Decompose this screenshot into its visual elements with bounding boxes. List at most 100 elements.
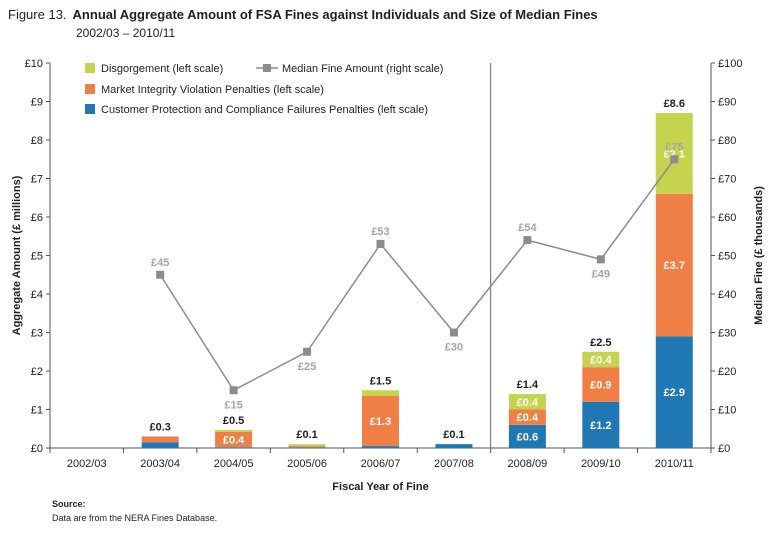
x-tick-label: 2009/10 <box>581 458 621 470</box>
bar-total-label: £1.4 <box>517 379 539 391</box>
x-tick-label: 2006/07 <box>361 458 401 470</box>
median-fine-label: £49 <box>592 268 610 280</box>
y-tick-label: £10 <box>25 58 43 70</box>
y2-tick-label: £90 <box>718 97 736 109</box>
x-tick-label: 2005/06 <box>287 458 327 470</box>
legend-marker <box>263 64 271 72</box>
legend-swatch <box>85 84 95 94</box>
bar-total-label: £0.1 <box>443 429 464 441</box>
y-axis-title: Aggregate Amount (£ millions) <box>11 175 23 335</box>
y2-tick-label: £10 <box>718 405 736 417</box>
median-fine-line <box>159 158 675 392</box>
y2-tick-label: £70 <box>718 174 736 186</box>
legend-label: Disgorgement (left scale) <box>101 63 223 75</box>
median-fine-label: £30 <box>445 342 463 354</box>
x-tick-label: 2010/11 <box>655 458 694 470</box>
bar-total-label: £8.6 <box>664 98 685 110</box>
bar-segment <box>362 390 399 397</box>
y-tick-label: £9 <box>31 97 43 109</box>
legend-swatch <box>85 63 95 73</box>
x-tick-label: 2008/09 <box>508 458 548 470</box>
x-tick-label: 2004/05 <box>214 458 254 470</box>
bar-segment <box>288 447 326 448</box>
x-tick-label: 2003/04 <box>140 458 180 470</box>
chart-title: Annual Aggregate Amount of FSA Fines aga… <box>72 7 598 22</box>
median-fine-label: £75 <box>665 141 683 153</box>
median-fine-point <box>670 155 679 164</box>
y2-tick-label: £100 <box>718 58 742 70</box>
x-axis-title: Fiscal Year of Fine <box>332 481 428 493</box>
median-fine-point <box>229 386 238 395</box>
y2-axis-title: Median Fine (£ thousands) <box>753 186 765 325</box>
median-fine-label: £25 <box>298 361 316 373</box>
bar-segment <box>655 113 693 194</box>
bar-segment <box>582 351 620 368</box>
bar-segment-label: £0.4 <box>517 397 539 409</box>
bars-group: £0.3 £0.4 £0.5 £0.1 £1.3 £1.5 £0.1 £0.6 £0.4 £0.4… <box>141 98 693 448</box>
y-tick-label: £1 <box>31 405 43 417</box>
x-tick-label: 2007/08 <box>434 458 474 470</box>
legend-label: Market Integrity Violation Penalties (le… <box>101 84 324 96</box>
bar-segment <box>141 442 179 448</box>
x-tick-label: 2002/03 <box>67 458 107 470</box>
y-tick-label: £8 <box>31 135 43 147</box>
figure-label: Figure 13. <box>8 7 67 22</box>
median-fine-label: £54 <box>518 222 537 234</box>
bar-segment <box>362 446 399 448</box>
y-tick-label: £7 <box>31 174 43 186</box>
bar-segment <box>508 409 546 425</box>
bar-segment-label: £0.4 <box>517 412 539 424</box>
y-tick-label: £4 <box>31 289 43 301</box>
source-note: Source: Data are from the NERA Fines Dat… <box>52 497 217 525</box>
bar-segment-label: £2.1 <box>664 148 685 160</box>
bar-segment <box>582 367 620 402</box>
chart-title-line: Figure 13. Annual Aggregate Amount of FSA… <box>8 7 598 22</box>
y-tick-label: £6 <box>31 212 43 224</box>
bar-segment <box>141 436 179 443</box>
bar-segment <box>288 444 326 447</box>
y2-tick-label: £20 <box>718 366 736 378</box>
median-fine-label: £53 <box>371 226 389 238</box>
y-tick-label: £2 <box>31 366 43 378</box>
y-tick-label: £0 <box>31 443 43 455</box>
bar-segment <box>655 336 693 448</box>
y-tick-label: £3 <box>31 328 43 340</box>
legend-swatch <box>85 104 95 114</box>
bar-segment-label: £0.6 <box>517 431 538 443</box>
bar-segment-label: £1.3 <box>370 416 391 428</box>
median-fine-point <box>303 347 312 356</box>
legend-label: Median Fine Amount (right scale) <box>282 63 443 75</box>
chart-area: £0 £1 £2 £3 £4 £5 £6 £7 £8 £9 £10 £0 £10 £20 £30 £40 £50… <box>11 58 765 493</box>
median-fine-point <box>156 270 165 279</box>
chart-subtitle: 2002/03 – 2010/11 <box>76 26 176 40</box>
y2-tick-label: £0 <box>718 443 730 455</box>
y2-tick-label: £30 <box>718 328 736 340</box>
bar-segment-label: £1.2 <box>590 420 611 432</box>
bar-total-label: £1.5 <box>370 375 391 387</box>
bar-segment-label: £0.9 <box>590 379 611 391</box>
bar-segment <box>215 447 253 448</box>
median-fine-point <box>523 236 532 245</box>
bar-segment-label: £3.7 <box>664 260 685 272</box>
bar-segment <box>582 401 620 448</box>
bar-segment <box>362 396 399 447</box>
bar-total-label: £0.3 <box>149 421 170 433</box>
bar-segment <box>435 444 473 448</box>
bar-segment <box>288 446 326 448</box>
bar-segment-label: £0.4 <box>590 354 612 366</box>
bar-total-label: £2.5 <box>590 337 611 349</box>
bar-segment <box>215 431 253 448</box>
bar-total-label: £0.5 <box>223 415 244 427</box>
median-fine-point <box>596 255 605 264</box>
bar-segment-label: £0.4 <box>223 435 245 447</box>
source-heading: Source: <box>52 499 86 509</box>
median-fine-point <box>449 328 458 337</box>
bar-segment <box>655 193 693 337</box>
legend: Disgorgement (left scale) Median Fine Amo… <box>85 63 443 116</box>
source-text: Data are from the NERA Fines Database. <box>52 513 218 523</box>
median-fine-point <box>376 239 385 248</box>
y2-tick-label: £80 <box>718 135 736 147</box>
bar-segment <box>508 424 546 448</box>
median-fine-label: £15 <box>224 399 242 411</box>
bar-segment <box>508 394 546 410</box>
